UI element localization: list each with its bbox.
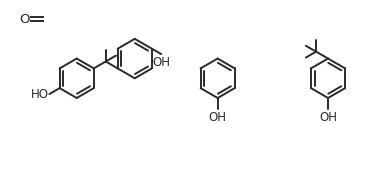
Text: OH: OH bbox=[152, 56, 170, 69]
Text: OH: OH bbox=[319, 111, 337, 124]
Text: HO: HO bbox=[30, 88, 48, 101]
Text: O: O bbox=[19, 13, 30, 26]
Text: OH: OH bbox=[209, 111, 227, 124]
